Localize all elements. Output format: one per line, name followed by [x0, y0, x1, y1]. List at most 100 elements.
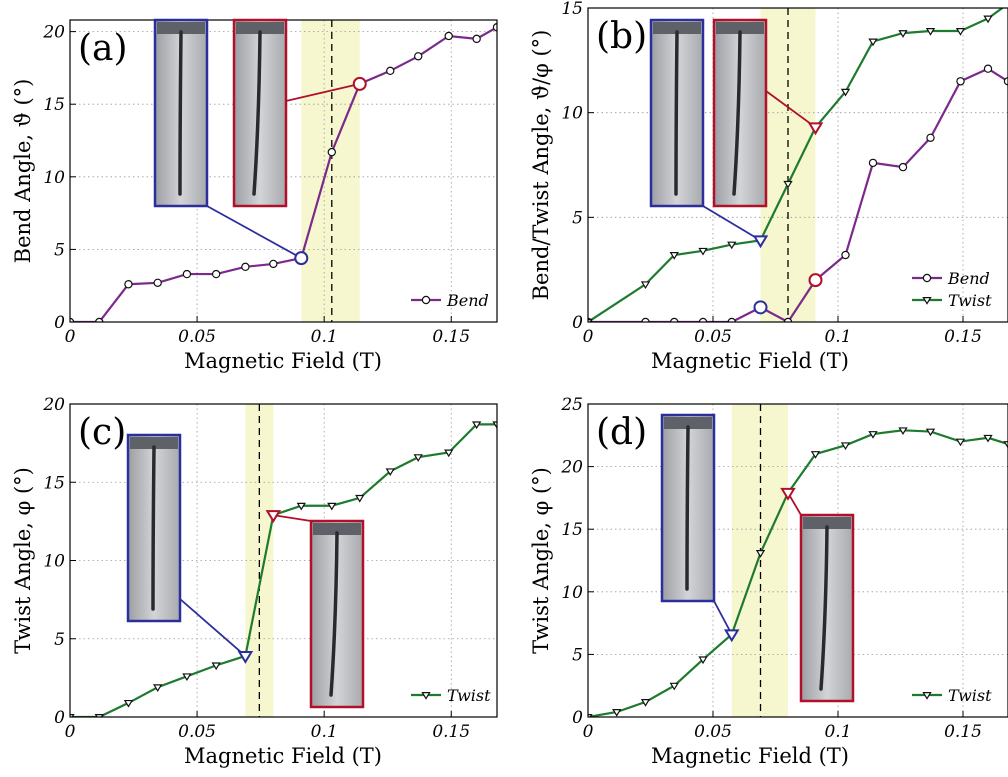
x-tick-label: 0.15 [432, 327, 470, 347]
y-tick-label: 5 [54, 240, 65, 260]
inset-connector [765, 90, 817, 129]
y-tick-label: 0 [54, 313, 65, 333]
x-tick-label: 0 [65, 327, 76, 347]
photo-inset [660, 413, 716, 603]
photo-clamp [313, 523, 361, 535]
rod-shape [685, 425, 690, 591]
photo-inset [649, 18, 705, 208]
data-point [956, 77, 965, 86]
photo-clamp [130, 437, 178, 449]
data-point [386, 66, 395, 76]
y-tick-label: 0 [54, 708, 65, 728]
y-axis-label: Twist Angle, φ (°) [529, 467, 553, 654]
x-tick-label: 0.15 [944, 722, 982, 742]
y-tick-label: 5 [572, 208, 583, 228]
highlight-marker [807, 122, 824, 136]
inset-connector [713, 600, 733, 635]
transition-band [301, 20, 360, 322]
photo-clamp [716, 22, 764, 34]
x-tick-label: 0 [583, 722, 594, 742]
data-point [211, 662, 221, 671]
highlight-marker [780, 487, 796, 501]
y-axis-label: Twist Angle, φ (°) [11, 467, 35, 654]
data-point [612, 709, 622, 717]
x-tick-label: 0.05 [178, 722, 216, 742]
panel-4: 0 0.05 0.1 0.15 0 5 10 15 20 25 Magnetic Field (T)… [529, 395, 1008, 768]
data-point [840, 442, 851, 451]
series-line-twist [588, 429, 1008, 717]
y-tick-label: 20 [42, 23, 65, 43]
y-tick-label: 20 [42, 395, 65, 415]
photo-clamp [157, 22, 205, 34]
data-point [955, 28, 966, 36]
x-tick-label: 0 [65, 722, 76, 742]
data-point [153, 278, 162, 287]
data-point [385, 468, 395, 477]
legend-marker [421, 692, 431, 700]
legend: Twist [411, 686, 491, 705]
x-axis-label: Magnetic Field (T) [651, 349, 849, 373]
x-tick-label: 0.05 [694, 327, 732, 347]
photo-inset [232, 18, 288, 208]
data-point [327, 502, 337, 511]
y-tick-label: 5 [572, 645, 583, 665]
data-point [926, 133, 935, 142]
photo-clamp [653, 22, 701, 34]
highlight-marker [753, 300, 768, 315]
data-point [124, 280, 133, 289]
panel-label: (a) [78, 28, 128, 69]
photo-clamp [664, 417, 712, 429]
inset-connector [273, 514, 312, 522]
x-tick-label: 0.1 [824, 722, 851, 742]
x-tick-label: 0.1 [311, 327, 338, 347]
rod-shape [252, 30, 262, 196]
data-point [241, 262, 250, 272]
highlight-marker [808, 273, 823, 288]
photo-inset [712, 18, 768, 208]
data-point [492, 421, 497, 430]
rod-shape [329, 531, 339, 697]
x-tick-label: 0.15 [432, 722, 470, 742]
highlight-marker [723, 629, 740, 643]
x-tick-label: 0.1 [311, 722, 338, 742]
grid [588, 403, 1008, 717]
rod-shape [819, 525, 829, 691]
data-point [783, 180, 793, 189]
rod-shape [151, 445, 156, 611]
inset-connector [206, 205, 302, 259]
x-tick-label: 0 [583, 327, 594, 347]
data-point [355, 494, 365, 503]
photo-inset [799, 513, 855, 703]
highlight-marker [237, 651, 254, 664]
legend-marker [922, 297, 932, 305]
highlight-marker [752, 235, 769, 249]
panel-label: (c) [78, 412, 126, 453]
data-point [983, 64, 993, 73]
data-point [983, 15, 993, 24]
y-tick-label: 15 [561, 520, 583, 540]
y-tick-label: 15 [561, 0, 583, 19]
highlight-marker [352, 76, 367, 91]
legend-label: Twist [447, 686, 491, 705]
series-group [70, 421, 497, 717]
rod-shape [674, 30, 679, 196]
data-point [669, 682, 679, 691]
y-tick-label: 10 [561, 104, 583, 124]
data-point [925, 28, 936, 36]
data-point [925, 428, 936, 437]
legend-label: Bend [947, 269, 990, 288]
data-point [698, 656, 708, 665]
y-tick-label: 10 [561, 583, 583, 603]
legend: Twist [912, 686, 992, 705]
rod-shape [178, 30, 183, 196]
data-point [413, 454, 423, 462]
y-tick-label: 20 [560, 458, 583, 478]
data-point [327, 147, 336, 157]
data-point [841, 250, 850, 260]
y-tick-label: 0 [572, 313, 583, 333]
x-axis-label: Magnetic Field (T) [651, 744, 849, 768]
data-point [898, 427, 908, 436]
series-line-twist [70, 423, 497, 717]
y-axis-label: Bend/Twist Angle, ϑ/φ (°) [529, 30, 553, 301]
photo-clamp [236, 22, 284, 34]
